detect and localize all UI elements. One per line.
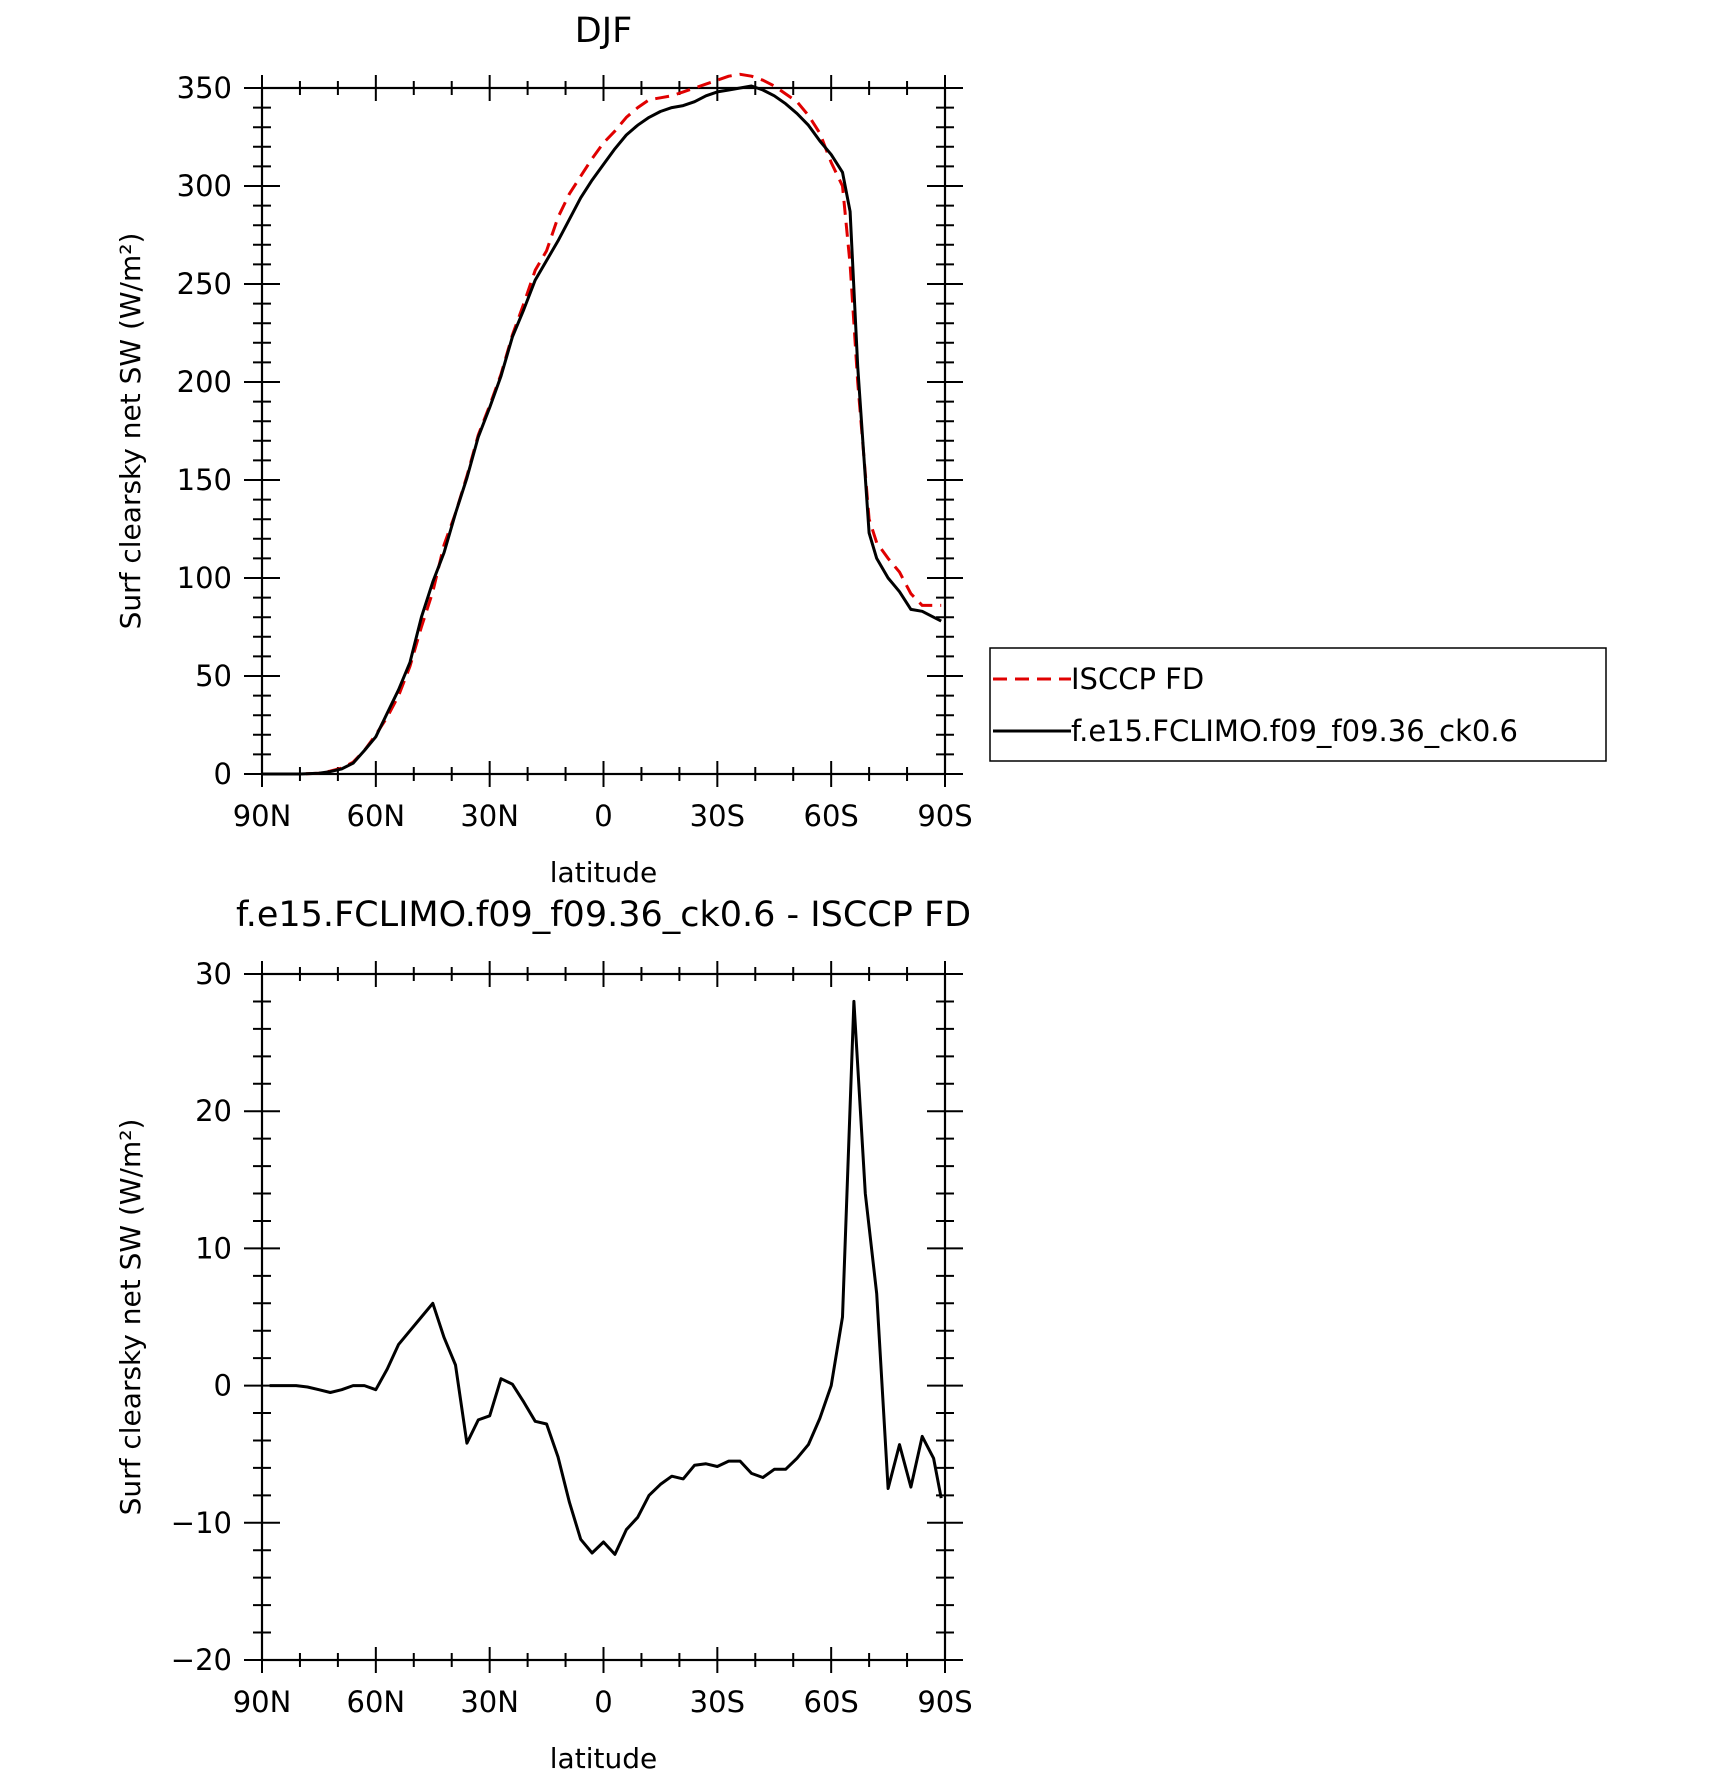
x-tick-label: 0	[594, 799, 612, 833]
y-tick-label: 150	[177, 463, 232, 497]
x-tick-label: 60N	[347, 1685, 406, 1719]
x-tick-label: 90N	[233, 799, 292, 833]
x-tick-label: 90S	[917, 1685, 972, 1719]
x-axis-label: latitude	[550, 1742, 657, 1773]
x-tick-label: 30N	[460, 1685, 519, 1719]
legend: ISCCP FD f.e15.FCLIMO.f09_f09.36_ck0.6	[989, 647, 1607, 762]
legend-label-isccp: ISCCP FD	[1071, 662, 1204, 696]
x-tick-label: 0	[594, 1685, 612, 1719]
y-tick-label: 50	[195, 659, 232, 693]
series-line-isccp-fd	[262, 72, 942, 776]
y-tick-label: −10	[171, 1506, 232, 1540]
panel-bottom: 90N 60N 30N 0 30S 60S 90S −20 −10 0 10 20 30f.e15.FC…	[114, 895, 973, 1773]
y-axis-label: Surf clearsky net SW (W/m²)	[114, 233, 147, 630]
x-tick-label: 60S	[804, 799, 859, 833]
series-line-f-e15-fclimo-f09-f09-36-ck0-6	[262, 84, 942, 776]
x-tick-label: 60N	[347, 799, 406, 833]
y-tick-label: 30	[195, 957, 232, 991]
y-tick-label: 200	[177, 365, 232, 399]
series-line-difference	[269, 999, 943, 1556]
y-axis-label: Surf clearsky net SW (W/m²)	[114, 1119, 147, 1516]
y-tick-label: 250	[177, 267, 232, 301]
x-tick-label: 30N	[460, 799, 519, 833]
y-tick-label: 0	[214, 757, 232, 791]
x-tick-label: 90N	[233, 1685, 292, 1719]
legend-box	[989, 647, 1607, 762]
y-tick-label: 300	[177, 169, 232, 203]
y-tick-label: 100	[177, 561, 232, 595]
y-tick-label: −20	[171, 1643, 232, 1677]
panel-top: 90N 60N 30N 0 30S 60S 90S 0 50 100 150 200 250 300 350…	[114, 11, 973, 889]
y-tick-label: 0	[214, 1369, 232, 1403]
legend-label-model: f.e15.FCLIMO.f09_f09.36_ck0.6	[1071, 714, 1518, 748]
y-tick-label: 10	[195, 1231, 232, 1265]
x-axis-label: latitude	[550, 856, 657, 889]
chart-title: DJF	[575, 11, 632, 51]
x-tick-label: 30S	[690, 1685, 745, 1719]
x-tick-label: 90S	[917, 799, 972, 833]
y-tick-label: 350	[177, 71, 232, 105]
chart-title: f.e15.FCLIMO.f09_f09.36_ck0.6 - ISCCP FD	[236, 895, 971, 935]
y-tick-label: 20	[195, 1094, 232, 1128]
x-tick-label: 60S	[804, 1685, 859, 1719]
x-tick-label: 30S	[690, 799, 745, 833]
